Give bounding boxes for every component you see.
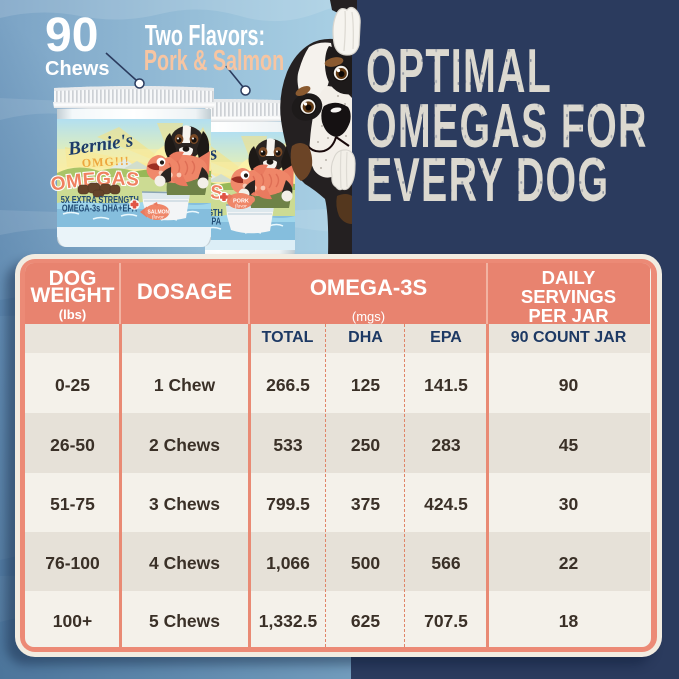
svg-text:flavor: flavor	[152, 216, 164, 221]
svg-text:PORK: PORK	[233, 199, 249, 205]
svg-text:flavor: flavor	[235, 205, 247, 210]
svg-text:SALMON: SALMON	[148, 210, 170, 216]
